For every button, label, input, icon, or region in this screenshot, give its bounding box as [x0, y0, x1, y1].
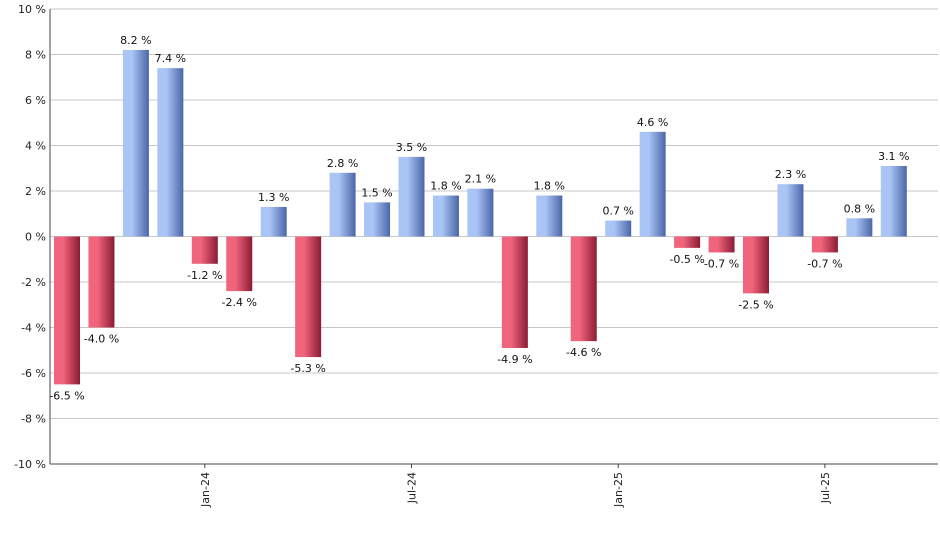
data-labels: -6.5 % -4.0 % 8.2 % 7.4 % -1.2 % -2.4 % 1.3 % -… — [49, 34, 909, 402]
bar-value-label: -4.0 % — [84, 333, 119, 346]
y-tick-label: -10 % — [14, 458, 46, 471]
bar-value-label: 1.3 % — [258, 191, 289, 204]
bar-value-label: -2.5 % — [738, 298, 773, 311]
x-tick-label: Jan-25 — [612, 472, 625, 508]
bar-value-label: -0.7 % — [704, 257, 739, 270]
bar — [467, 188, 494, 237]
bar-value-label: -0.5 % — [669, 253, 704, 266]
x-tick-label: Jul-25 — [819, 472, 832, 504]
bar-value-label: -4.9 % — [497, 353, 532, 366]
y-tick-label: -4 % — [21, 322, 46, 335]
y-tick-label: 0 % — [25, 231, 46, 244]
bar-value-label: 3.5 % — [396, 141, 427, 154]
x-tick-label: Jul-24 — [406, 472, 419, 504]
y-tick-label: 4 % — [25, 140, 46, 153]
y-tick-label: -6 % — [21, 367, 46, 380]
y-tick-label: 2 % — [25, 185, 46, 198]
y-tick-label: 8 % — [25, 49, 46, 62]
bar-value-label: 1.5 % — [361, 186, 392, 199]
bar-value-label: 2.8 % — [327, 157, 358, 170]
bar — [432, 195, 459, 237]
bar — [605, 220, 632, 237]
bar — [777, 184, 804, 237]
bar-value-label: 0.8 % — [844, 202, 875, 215]
bar-value-label: -2.4 % — [222, 296, 257, 309]
y-tick-label: -8 % — [21, 413, 46, 426]
bar-value-label: 8.2 % — [120, 34, 151, 47]
bar-value-label: 1.8 % — [534, 180, 565, 193]
bar — [88, 236, 115, 328]
bar-value-label: 7.4 % — [155, 52, 186, 65]
bars — [54, 49, 907, 385]
bar — [846, 218, 873, 237]
bar-value-label: 2.3 % — [775, 168, 806, 181]
bar — [191, 236, 218, 264]
bar — [536, 195, 563, 237]
bar — [226, 236, 253, 292]
y-tick-label: 10 % — [18, 3, 46, 16]
bar — [639, 131, 666, 237]
bar-value-label: 4.6 % — [637, 116, 668, 129]
axes — [49, 9, 938, 465]
bar — [501, 236, 528, 348]
bar-value-label: -0.7 % — [807, 257, 842, 270]
y-axis-tick-labels: -10 % -8 % -6 % -4 % -2 % 0 % 2 % 4 % 6 % 8 % 10 % — [14, 3, 46, 471]
bar-value-label: 0.7 % — [602, 205, 633, 218]
x-tick-label: Jan-24 — [199, 472, 212, 508]
bar — [674, 236, 701, 248]
y-tick-label: 6 % — [25, 94, 46, 107]
bar — [260, 206, 287, 237]
bar — [811, 236, 838, 253]
bar — [880, 165, 907, 237]
bar — [122, 49, 149, 237]
bar-value-label: -1.2 % — [187, 269, 222, 282]
bar — [398, 156, 425, 237]
bar — [570, 236, 597, 342]
bar — [157, 68, 184, 237]
bar — [364, 202, 391, 237]
bar — [295, 236, 322, 358]
bar-value-label: 2.1 % — [465, 173, 496, 186]
bar — [743, 236, 769, 294]
y-tick-label: -2 % — [21, 276, 46, 289]
bar-value-label: 1.8 % — [430, 180, 461, 193]
x-axis-tick-labels: Jan-24 Jul-24 Jan-25 Jul-25 — [199, 464, 832, 508]
bar — [54, 236, 80, 385]
bar-value-label: 3.1 % — [878, 150, 909, 163]
bar — [708, 236, 735, 253]
bar-value-label: -4.6 % — [566, 346, 601, 359]
bar — [329, 172, 356, 237]
bar-value-label: -5.3 % — [290, 362, 325, 375]
bar-value-label: -6.5 % — [49, 389, 84, 402]
